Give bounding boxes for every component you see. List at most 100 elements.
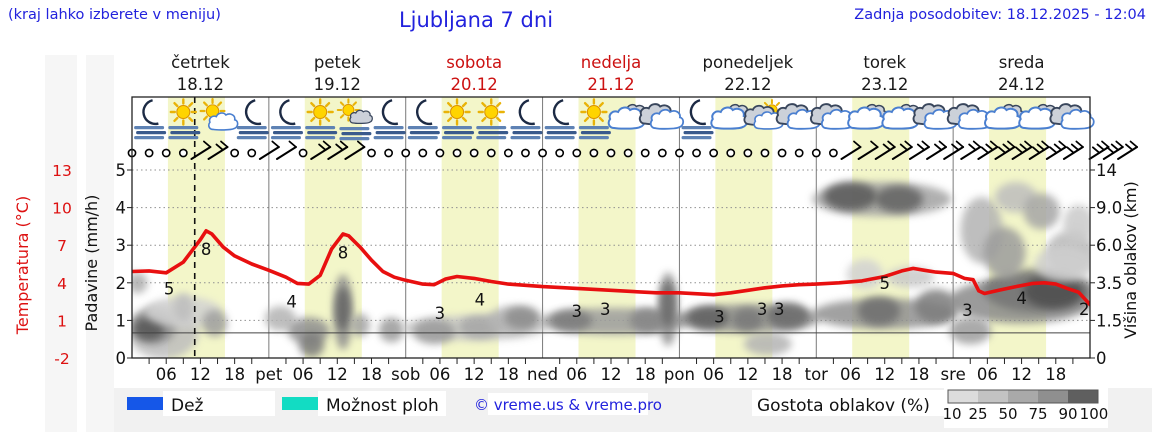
calm-wind-icon bbox=[623, 148, 633, 158]
weather-icon-moon-fog bbox=[134, 99, 167, 140]
fog-icon bbox=[683, 131, 714, 135]
calm-wind-icon bbox=[709, 148, 719, 158]
page-title: Ljubljana 7 dni bbox=[399, 8, 553, 32]
hour-label: 12 bbox=[1011, 365, 1032, 384]
hour-label: 06 bbox=[840, 365, 861, 384]
fog-icon bbox=[407, 136, 438, 140]
hour-label: 12 bbox=[190, 365, 211, 384]
day-abbr-label: pet bbox=[255, 365, 283, 384]
hour-label: 12 bbox=[327, 365, 348, 384]
weather-icon-sun-fog bbox=[578, 98, 611, 140]
white-cloud-icon bbox=[208, 112, 239, 131]
fog-icon bbox=[681, 126, 712, 130]
cloud-density-legend-label: Gostota oblakov (%) bbox=[757, 396, 930, 416]
hour-label: 18 bbox=[908, 365, 929, 384]
showers-color-swatch bbox=[282, 397, 318, 410]
fog-icon bbox=[409, 131, 440, 135]
precip-tick: 0 bbox=[116, 349, 127, 368]
height-tick: 14 bbox=[1096, 161, 1117, 180]
meteogram-plot: četrtek 18.12 petek 19.12 sobota 20.12 nedelja… bbox=[52, 53, 1139, 384]
moon-icon bbox=[381, 99, 399, 126]
temp-value-label: 3 bbox=[600, 300, 611, 319]
calm-wind-icon bbox=[486, 148, 496, 158]
hour-label: 18 bbox=[635, 365, 656, 384]
cloud-density-colorbar: 10 25 50 75 90 100 bbox=[942, 389, 1108, 423]
temp-value-label: 8 bbox=[201, 240, 212, 259]
white-cloud-icon bbox=[649, 108, 685, 130]
calm-wind-icon bbox=[469, 148, 479, 158]
hour-label: 18 bbox=[1045, 365, 1066, 384]
day-name: sobota bbox=[446, 53, 502, 72]
white-cloud-icon bbox=[710, 106, 749, 130]
hour-label: 18 bbox=[224, 365, 245, 384]
calm-wind-icon bbox=[418, 148, 428, 158]
moon-icon bbox=[415, 99, 433, 126]
precip-tick: 5 bbox=[116, 161, 127, 180]
calm-wind-icon bbox=[657, 148, 667, 158]
rain-color-swatch bbox=[127, 397, 163, 410]
day-date: 24.12 bbox=[998, 75, 1045, 94]
wind-barb-icon bbox=[275, 140, 297, 160]
precip-tick: 1 bbox=[116, 311, 127, 330]
fog-icon bbox=[305, 136, 336, 140]
sun-icon bbox=[443, 98, 471, 126]
day-name: četrtek bbox=[171, 53, 230, 72]
wind-barb-icon bbox=[310, 140, 332, 160]
temp-tick: 4 bbox=[57, 275, 67, 293]
sun-icon bbox=[306, 98, 334, 126]
calm-wind-icon bbox=[538, 148, 547, 158]
hour-label: 06 bbox=[566, 365, 587, 384]
gray-cloud-icon bbox=[349, 109, 373, 124]
fog-icon bbox=[168, 126, 199, 130]
fog-icon bbox=[510, 126, 541, 130]
time-axis-labels: 06 12 18 06 12 18 pet 06 12 18 sob 06 12 18 ned 06 12 18 p… bbox=[156, 365, 1067, 384]
hour-label: 12 bbox=[874, 365, 895, 384]
fog-icon bbox=[478, 131, 509, 135]
hour-label: 12 bbox=[737, 365, 758, 384]
day-abbr-label: sob bbox=[391, 365, 420, 384]
wind-barb-icon bbox=[891, 140, 913, 160]
day-abbr-label: tor bbox=[805, 365, 829, 384]
temperature-curve bbox=[132, 229, 1090, 307]
wind-barb-icon bbox=[258, 140, 280, 160]
fog-icon bbox=[373, 136, 404, 140]
fog-icon bbox=[580, 131, 611, 135]
wind-barb-icon bbox=[977, 140, 999, 160]
wind-barb-icon bbox=[908, 140, 930, 160]
wind-barb-icon bbox=[190, 140, 212, 160]
copyright-link[interactable]: © vreme.us & vreme.pro bbox=[474, 396, 662, 414]
weather-icon-moon-fog bbox=[407, 99, 440, 140]
weather-icons-row bbox=[134, 97, 1095, 141]
moon-icon bbox=[279, 99, 296, 126]
fog-icon bbox=[168, 136, 199, 140]
height-tick: 6.0 bbox=[1096, 236, 1122, 255]
precip-tick: 4 bbox=[116, 199, 127, 218]
day-date: 22.12 bbox=[724, 75, 771, 94]
fog-icon bbox=[442, 126, 473, 130]
calm-wind-icon bbox=[161, 148, 171, 158]
wind-barb-icon bbox=[840, 140, 862, 160]
moon-icon bbox=[244, 99, 262, 126]
calm-wind-icon bbox=[435, 148, 445, 158]
day-abbr-label: pon bbox=[664, 365, 695, 384]
calm-wind-icon bbox=[692, 148, 701, 158]
moon-icon bbox=[142, 99, 159, 126]
temp-axis-title: Temperatura (°C) bbox=[13, 196, 32, 335]
colorbar-label: 50 bbox=[998, 405, 1017, 423]
sun-icon bbox=[336, 98, 361, 122]
fog-icon bbox=[270, 126, 301, 130]
calm-wind-icon bbox=[503, 148, 513, 158]
calm-wind-icon bbox=[247, 148, 257, 158]
fog-icon bbox=[238, 131, 269, 135]
height-tick: 0 bbox=[1096, 349, 1107, 368]
calm-wind-icon bbox=[452, 148, 462, 158]
temp-tick: 1 bbox=[57, 312, 67, 330]
hour-label: 06 bbox=[429, 365, 450, 384]
colorbar-label: 25 bbox=[968, 405, 987, 423]
temp-value-label: 5 bbox=[164, 279, 175, 298]
temp-value-label: 5 bbox=[879, 274, 890, 293]
white-cloud-icon bbox=[984, 106, 1023, 130]
fog-icon bbox=[476, 126, 507, 130]
